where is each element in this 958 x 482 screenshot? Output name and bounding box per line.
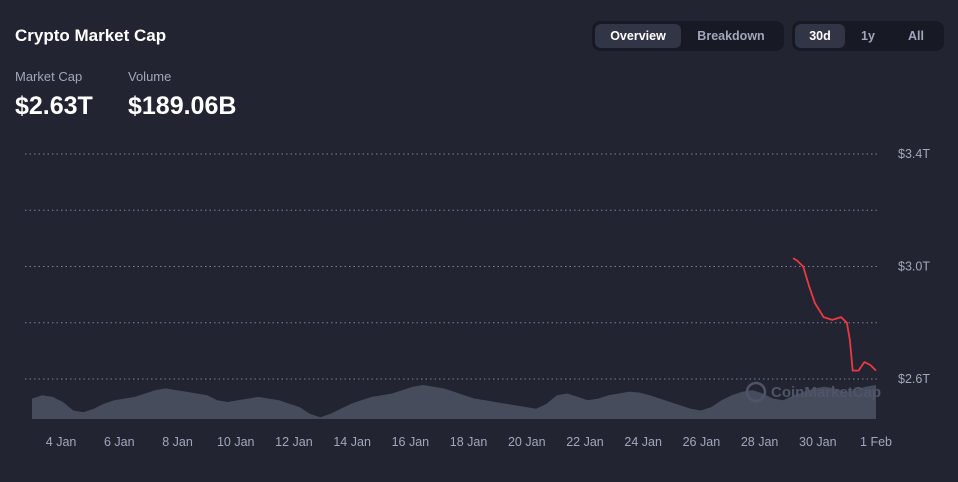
x-tick-label: 18 Jan <box>450 435 488 449</box>
x-tick-label: 26 Jan <box>683 435 721 449</box>
x-tick-label: 10 Jan <box>217 435 255 449</box>
volume-area-shape <box>32 385 876 419</box>
tab-overview[interactable]: Overview <box>595 24 681 48</box>
x-tick-label: 14 Jan <box>333 435 371 449</box>
x-tick-label: 22 Jan <box>566 435 604 449</box>
coinmarketcap-logo-icon <box>745 381 767 403</box>
view-toggle: Overview Breakdown <box>592 21 784 51</box>
watermark-text: CoinMarketCap <box>771 384 881 401</box>
y-axis: $3.4T $3.0T $2.6T <box>898 147 930 386</box>
x-tick-label: 8 Jan <box>162 435 193 449</box>
chart-title: Crypto Market Cap <box>15 26 167 45</box>
x-tick-label: 24 Jan <box>624 435 662 449</box>
market-cap-label: Market Cap <box>15 69 83 84</box>
market-cap-value: $2.63T <box>15 92 93 120</box>
x-tick-label: 6 Jan <box>104 435 135 449</box>
grid-lines <box>25 153 880 380</box>
range-toggle: 30d 1y All <box>792 21 944 51</box>
range-30d-button[interactable]: 30d <box>795 24 845 48</box>
coinmarketcap-watermark: CoinMarketCap <box>745 381 881 403</box>
x-axis: 4 Jan 6 Jan 8 Jan 10 Jan 12 Jan 14 Jan 16 Jan 1… <box>46 435 892 449</box>
x-tick-label: 20 Jan <box>508 435 546 449</box>
tab-breakdown[interactable]: Breakdown <box>697 29 765 43</box>
volume-label: Volume <box>128 69 172 84</box>
volume-area <box>32 385 876 419</box>
x-tick-label: 30 Jan <box>799 435 837 449</box>
x-tick-label: 1 Feb <box>860 435 892 449</box>
x-tick-label: 28 Jan <box>741 435 779 449</box>
price-line-down <box>792 257 877 372</box>
x-tick-label: 12 Jan <box>275 435 313 449</box>
price-line <box>792 257 877 372</box>
range-1y-button[interactable]: 1y <box>861 29 875 43</box>
x-tick-label: 4 Jan <box>46 435 77 449</box>
y-tick-label: $3.4T <box>898 147 930 161</box>
y-tick-label: $2.6T <box>898 372 930 386</box>
y-tick-label: $3.0T <box>898 260 930 274</box>
range-all-button[interactable]: All <box>908 29 924 43</box>
volume-value: $189.06B <box>128 92 237 120</box>
x-tick-label: 16 Jan <box>392 435 430 449</box>
